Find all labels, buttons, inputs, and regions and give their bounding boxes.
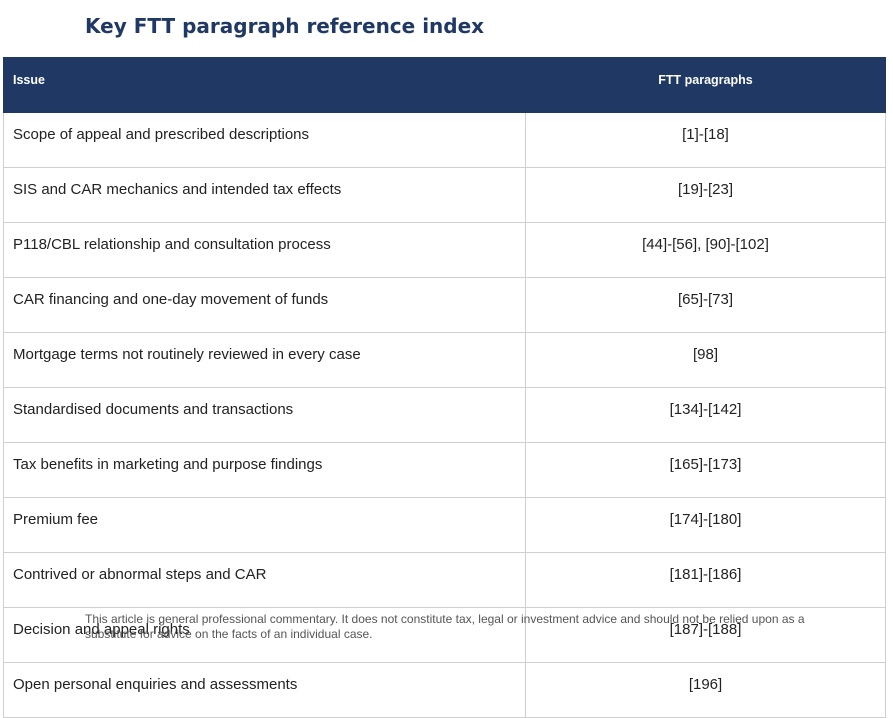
paragraphs-cell: [134]-[142]: [525, 387, 886, 443]
table-row: Standardised documents and transactions …: [3, 387, 886, 443]
paragraphs-cell: [19]-[23]: [525, 167, 886, 223]
table-row: Tax benefits in marketing and purpose fi…: [3, 442, 886, 498]
issue-cell: P118/CBL relationship and consultation p…: [3, 222, 526, 278]
page-title: Key FTT paragraph reference index: [85, 14, 485, 38]
issue-cell: Mortgage terms not routinely reviewed in…: [3, 332, 526, 388]
column-header-issue: Issue: [3, 57, 526, 113]
issue-cell: Tax benefits in marketing and purpose fi…: [3, 442, 526, 498]
issue-cell: Premium fee: [3, 497, 526, 553]
table-row: Open personal enquiries and assessments …: [3, 662, 886, 718]
paragraphs-cell: [44]-[56], [90]-[102]: [525, 222, 886, 278]
issue-cell: CAR financing and one-day movement of fu…: [3, 277, 526, 333]
paragraphs-cell: [65]-[73]: [525, 277, 886, 333]
table-row: P118/CBL relationship and consultation p…: [3, 222, 886, 278]
issue-cell: Scope of appeal and prescribed descripti…: [3, 112, 526, 168]
issue-cell: SIS and CAR mechanics and intended tax e…: [3, 167, 526, 223]
paragraphs-cell: [1]-[18]: [525, 112, 886, 168]
paragraphs-cell: [181]-[186]: [525, 552, 886, 608]
issue-cell: Open personal enquiries and assessments: [3, 662, 526, 718]
table-header-row: Issue FTT paragraphs: [3, 57, 886, 113]
table-row: Scope of appeal and prescribed descripti…: [3, 112, 886, 168]
paragraphs-cell: [174]-[180]: [525, 497, 886, 553]
table-header: Issue FTT paragraphs: [3, 57, 886, 113]
paragraphs-cell: [98]: [525, 332, 886, 388]
table-row: CAR financing and one-day movement of fu…: [3, 277, 886, 333]
table-row: Contrived or abnormal steps and CAR [181…: [3, 552, 886, 608]
disclaimer-text: This article is general professional com…: [85, 612, 805, 641]
column-header-ftt-paragraphs: FTT paragraphs: [525, 57, 886, 113]
paragraphs-cell: [196]: [525, 662, 886, 718]
paragraphs-cell: [165]-[173]: [525, 442, 886, 498]
issue-cell: Contrived or abnormal steps and CAR: [3, 552, 526, 608]
table-row: Premium fee [174]-[180]: [3, 497, 886, 553]
table-row: SIS and CAR mechanics and intended tax e…: [3, 167, 886, 223]
issue-cell: Standardised documents and transactions: [3, 387, 526, 443]
table-row: Mortgage terms not routinely reviewed in…: [3, 332, 886, 388]
